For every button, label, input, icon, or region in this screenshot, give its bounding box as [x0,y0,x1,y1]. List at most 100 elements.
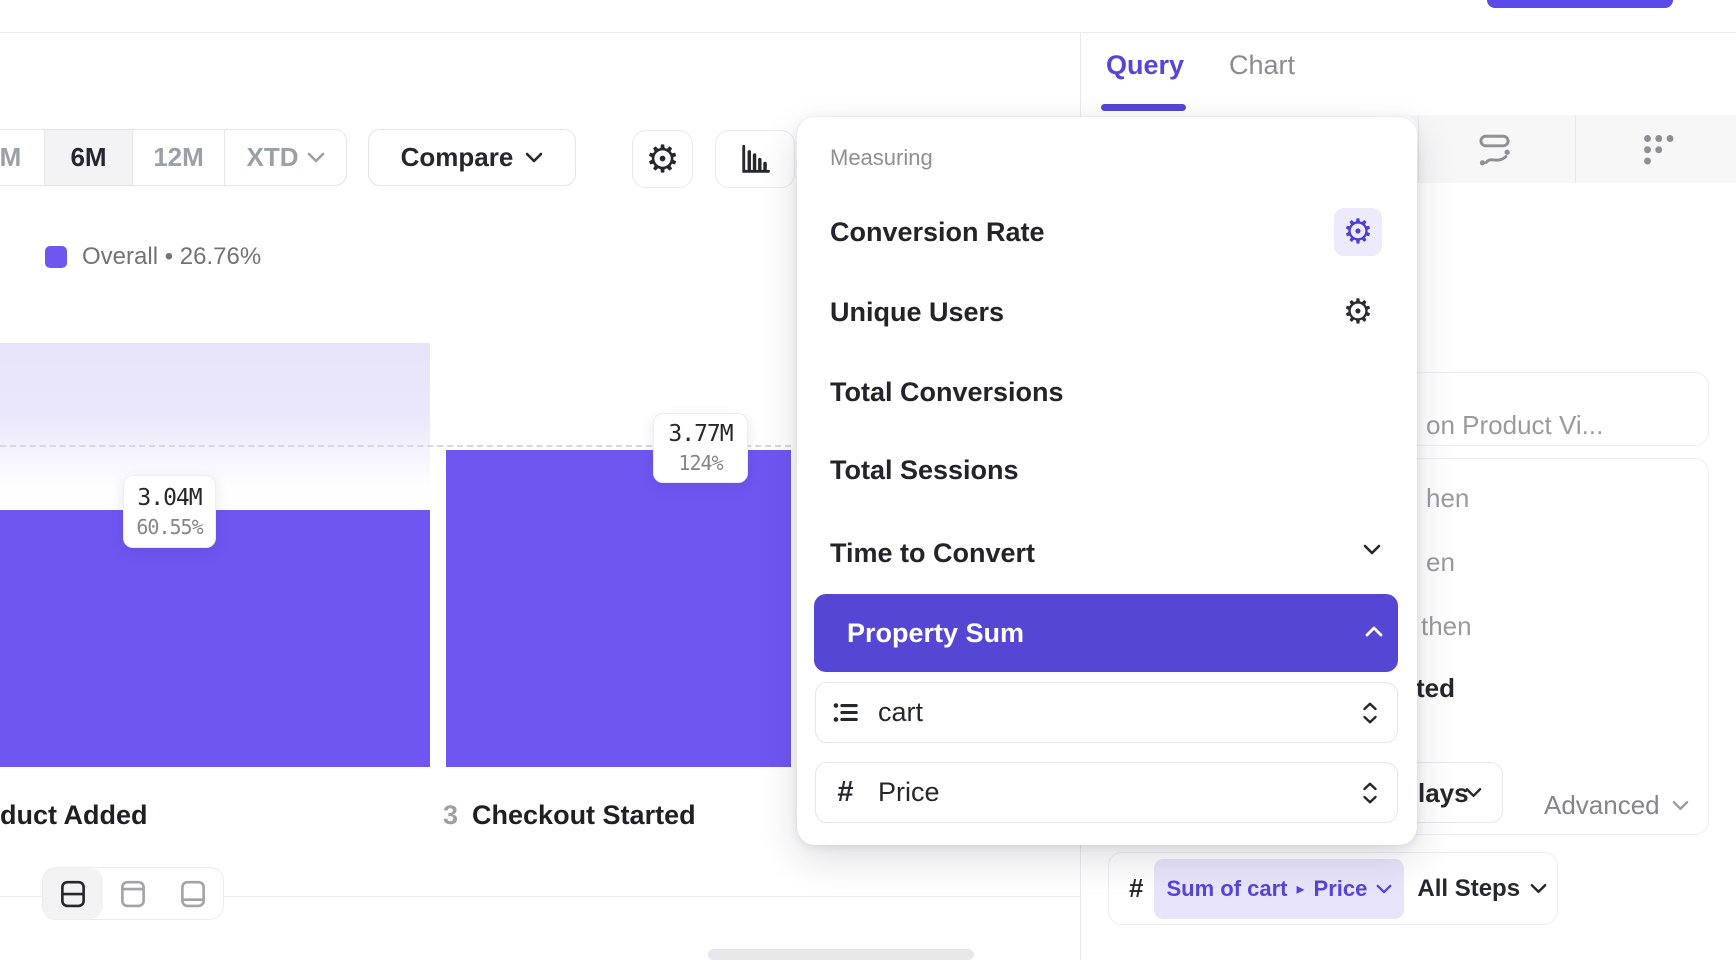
funnel-bar-product-added[interactable] [0,510,430,767]
gear-icon: ⚙ [1342,292,1374,332]
active-tab-underline [1101,104,1186,111]
all-steps-label: All Steps [1417,874,1521,902]
gear-icon: ⚙ [645,137,680,181]
chart-settings-button[interactable]: ⚙ [632,130,693,188]
unfold-icon [1363,782,1377,803]
select-value: cart [878,697,924,727]
chevron-down-icon [1672,801,1688,810]
chevron-down-icon [526,152,543,163]
strip-divider [1575,115,1576,183]
reference-dashed-line [0,445,791,447]
tab-query[interactable]: Query [1106,50,1185,80]
step-name-fragment: ted [1416,673,1455,703]
bar-value-tooltip: 3.77M 124% [653,413,748,483]
step-label-text: duct Added [0,800,148,830]
advanced-label: Advanced [1544,790,1660,820]
layout-rows-button[interactable] [43,868,103,919]
property-event-select[interactable]: cart [815,682,1398,743]
chevron-down-icon [1530,883,1547,894]
menu-item-label: Unique Users [830,297,1005,327]
step-label-checkout-started: 3 Checkout Started [443,800,696,831]
number-property-hash: # [1129,873,1144,903]
chevron-down-icon [307,152,324,163]
bar-value: 3.77M [668,421,733,447]
chevron-up-icon [1365,626,1383,637]
chevron-down-icon [1363,544,1381,555]
menu-item-time-to-convert[interactable]: Time to Convert [797,526,1417,580]
measuring-dropdown: Measuring Conversion Rate Unique Users T… [797,117,1417,845]
breakdown-dots-icon [1644,135,1674,165]
counting-row-card: # Sum of cart ▸ Price All Steps [1108,852,1558,925]
step-connector-fragment: en [1426,547,1455,577]
time-range-6m[interactable]: 6M [45,130,133,185]
top-bar [0,0,1736,33]
time-range-label: XTD [246,142,299,172]
all-steps-dropdown[interactable]: All Steps [1417,875,1547,903]
select-value: Price [878,777,940,807]
measuring-title: Measuring [830,145,933,170]
chevron-down-icon [1465,788,1482,797]
layout-header-icon [121,880,145,907]
hash-icon: # [837,776,854,808]
chip-text-left: Sum of cart [1166,875,1288,901]
horizontal-scrollbar-thumb[interactable] [708,949,974,960]
step-number: 3 [443,800,459,830]
menu-item-conversion-rate[interactable]: Conversion Rate [797,205,1417,259]
conversion-rate-settings-button[interactable]: ⚙ [1334,208,1382,256]
time-range-label: M [0,142,22,172]
time-range-label: 6M [70,142,107,172]
time-range-xtd[interactable]: XTD [225,130,346,185]
layout-footer-button[interactable] [163,868,223,919]
menu-item-total-sessions[interactable]: Total Sessions [797,443,1417,497]
strip-divider [1418,115,1419,183]
advanced-button[interactable]: Advanced [1544,790,1689,821]
primary-action-button[interactable] [1487,0,1673,8]
tab-chart[interactable]: Chart [1229,50,1296,80]
step-connector-fragment: then [1421,611,1472,641]
conversion-window-label: lays [1418,778,1469,808]
layout-footer-icon [181,880,205,907]
bar-value: 3.04M [137,484,202,511]
layout-header-button[interactable] [103,868,163,919]
bar-conversion: 124% [678,451,723,475]
layout-toggle-group [42,867,224,920]
compare-button[interactable]: Compare [368,129,576,186]
chevron-down-icon [1376,884,1392,893]
compare-label: Compare [400,142,514,172]
funnel-flow-section-button[interactable] [1476,131,1513,173]
time-range-control: M 6M 12M XTD [0,129,347,186]
triangle-separator-icon: ▸ [1296,879,1305,898]
property-name-select[interactable]: # Price [815,762,1398,823]
bar-value-tooltip: 3.04M 60.55% [123,475,216,548]
chart-type-button[interactable] [715,130,795,188]
funnel-bar-checkout-started[interactable] [446,450,791,767]
gear-icon: ⚙ [1342,212,1374,252]
time-range-12m[interactable]: 12M [133,130,225,185]
list-icon [833,703,858,722]
breakdown-section-button[interactable] [1640,131,1676,172]
menu-item-label: Total Conversions [830,377,1064,407]
step-label-text: Checkout Started [472,800,696,830]
layout-rows-icon [61,880,85,907]
legend-swatch [45,246,67,268]
time-range-3m[interactable]: M [0,130,45,185]
legend-text: Overall • 26.76% [82,243,262,270]
histogram-icon [742,144,770,173]
menu-item-label: Property Sum [847,618,1025,648]
menu-item-label: Time to Convert [830,538,1036,568]
funnel-flow-icon [1479,134,1510,166]
section-divider [0,896,1080,897]
legend: Overall • 26.76% [45,243,261,271]
unique-users-settings-button[interactable]: ⚙ [1334,288,1382,336]
sum-of-property-chip[interactable]: Sum of cart ▸ Price [1154,858,1405,919]
bar-conversion: 60.55% [136,514,203,539]
chip-text-right: Price [1313,875,1368,901]
menu-item-total-conversions[interactable]: Total Conversions [797,365,1417,419]
unfold-icon [1363,702,1377,723]
menu-item-label: Total Sessions [830,455,1019,485]
menu-item-property-sum-selected[interactable]: Property Sum [814,594,1398,672]
time-range-label: 12M [153,142,204,172]
collapsed-query-text: on Product Vi... [1426,410,1604,440]
menu-item-unique-users[interactable]: Unique Users [797,285,1417,339]
